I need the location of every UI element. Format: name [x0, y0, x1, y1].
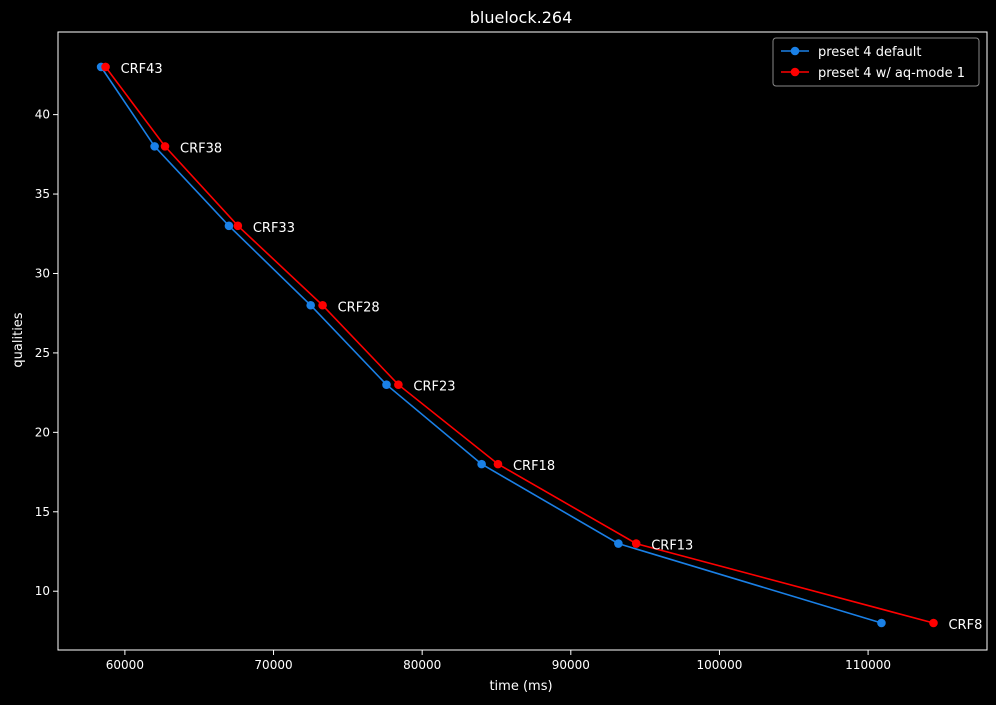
series-2	[101, 62, 938, 628]
crf-label: CRF13	[651, 539, 693, 554]
y-tick-label: 35	[35, 187, 50, 201]
crf-label: CRF28	[338, 300, 380, 315]
y-tick-label: 10	[35, 584, 50, 598]
data-point	[929, 618, 938, 628]
x-tick-label: 80000	[403, 658, 441, 672]
legend-item[interactable]: preset 4 w/ aq-mode 1	[781, 66, 965, 81]
y-tick-label: 40	[35, 108, 50, 122]
crf-annotations: CRF43 CRF38 CRF33 CRF28 CRF23 CRF18 CRF13 CRF8	[121, 62, 983, 633]
data-point	[614, 539, 623, 548]
legend-box	[772, 37, 980, 87]
y-tick-label: 15	[35, 505, 50, 519]
axes: 60000 70000 80000 90000 100000 110000 10 15 20 25…	[35, 31, 988, 672]
y-axis-label: qualities	[11, 312, 26, 367]
data-point	[160, 142, 170, 151]
legend-label: preset 4 w/ aq-mode 1	[818, 66, 965, 81]
data-point	[318, 300, 327, 310]
x-tick-label: 90000	[552, 658, 590, 672]
crf-label: CRF33	[253, 221, 295, 236]
data-point	[233, 221, 243, 231]
crf-label: CRF23	[413, 380, 455, 395]
data-point	[631, 539, 641, 548]
series-line	[104, 66, 934, 624]
y-tick-label: 25	[35, 346, 50, 360]
x-tick-label: 70000	[254, 658, 292, 672]
x-tick-label: 110000	[845, 658, 891, 672]
crf-label: CRF43	[121, 62, 163, 77]
legend-marker	[790, 46, 800, 56]
series-line	[100, 66, 882, 624]
data-point	[306, 300, 315, 310]
y-tick-label: 20	[35, 425, 50, 439]
data-point	[877, 618, 886, 628]
legend[interactable]: preset 4 default preset 4 w/ aq-mode 1	[772, 37, 980, 87]
legend-marker	[790, 67, 800, 77]
y-tick-label: 30	[35, 266, 50, 280]
data-point	[224, 221, 234, 231]
x-axis-label: time (ms)	[489, 679, 552, 694]
legend-item[interactable]: preset 4 default	[781, 45, 921, 60]
chart-title: bluelock.264	[470, 8, 573, 27]
crf-label: CRF18	[513, 459, 555, 474]
data-point	[394, 380, 403, 389]
data-point	[382, 380, 391, 389]
data-point	[477, 459, 486, 469]
legend-label: preset 4 default	[818, 45, 921, 60]
x-tick-label: 100000	[697, 658, 743, 672]
plot-frame	[57, 31, 988, 651]
crf-label: CRF8	[948, 618, 982, 633]
data-point	[101, 62, 110, 72]
x-tick-label: 60000	[106, 658, 144, 672]
data-point	[150, 142, 159, 151]
plot-series	[96, 62, 938, 628]
crf-label: CRF38	[180, 141, 222, 156]
data-point	[493, 459, 503, 469]
